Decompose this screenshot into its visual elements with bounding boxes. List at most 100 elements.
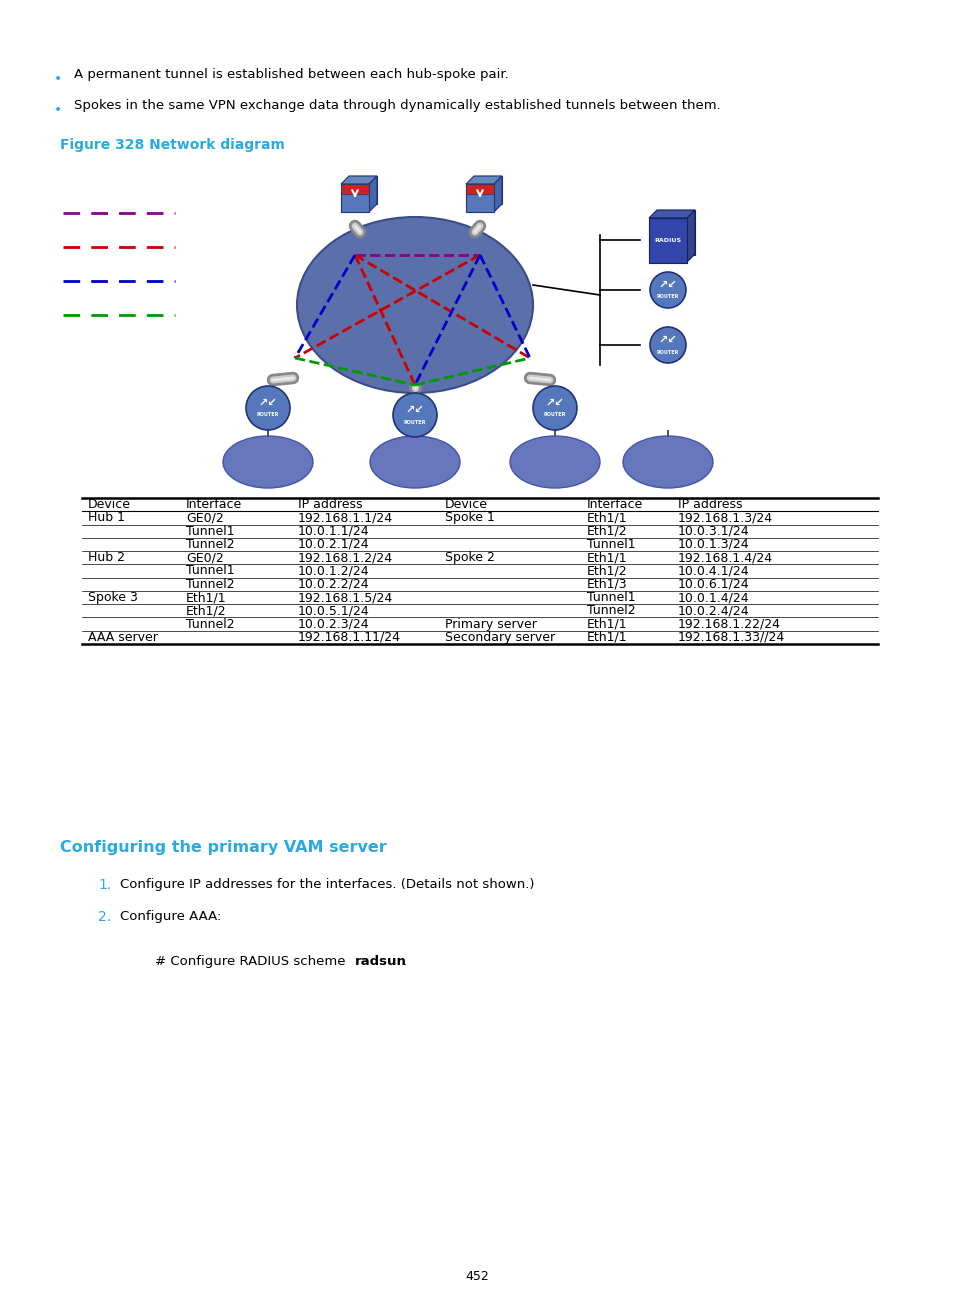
Text: RADIUS: RADIUS	[654, 237, 680, 242]
Text: Secondary server: Secondary server	[444, 631, 555, 644]
FancyBboxPatch shape	[340, 184, 369, 194]
Text: ROUTER: ROUTER	[656, 294, 679, 299]
Text: Tunnel1: Tunnel1	[186, 525, 234, 538]
Text: 192.168.1.2/24: 192.168.1.2/24	[297, 551, 393, 564]
Text: Eth1/1: Eth1/1	[586, 551, 627, 564]
Circle shape	[393, 393, 436, 437]
Text: ROUTER: ROUTER	[256, 412, 279, 417]
Text: IP address: IP address	[297, 498, 362, 511]
Text: Hub 2: Hub 2	[88, 551, 125, 564]
Text: Eth1/3: Eth1/3	[586, 578, 627, 591]
Text: Spokes in the same VPN exchange data through dynamically established tunnels bet: Spokes in the same VPN exchange data thr…	[74, 98, 720, 111]
Text: 10.0.1.1/24: 10.0.1.1/24	[297, 525, 369, 538]
Text: Interface: Interface	[186, 498, 242, 511]
FancyBboxPatch shape	[648, 218, 686, 263]
Text: Tunnel2: Tunnel2	[186, 618, 234, 631]
Text: 10.0.5.1/24: 10.0.5.1/24	[297, 604, 370, 617]
Text: Tunnel1: Tunnel1	[586, 538, 635, 551]
FancyBboxPatch shape	[349, 176, 376, 203]
Text: Device: Device	[88, 498, 131, 511]
Text: 1.: 1.	[98, 877, 112, 892]
Text: ROUTER: ROUTER	[403, 420, 426, 425]
Text: Configure IP addresses for the interfaces. (Details not shown.): Configure IP addresses for the interface…	[120, 877, 534, 892]
Text: Figure 328 Network diagram: Figure 328 Network diagram	[60, 137, 285, 152]
Ellipse shape	[296, 216, 533, 393]
Text: Eth1/2: Eth1/2	[586, 565, 627, 578]
Text: ↗↙: ↗↙	[658, 334, 677, 345]
Text: •: •	[53, 73, 62, 86]
Text: ROUTER: ROUTER	[543, 412, 565, 417]
Text: ↗↙: ↗↙	[545, 398, 564, 408]
Text: 192.168.1.33//24: 192.168.1.33//24	[678, 631, 784, 644]
Ellipse shape	[510, 435, 599, 489]
Text: AAA server: AAA server	[88, 631, 157, 644]
Text: Device: Device	[444, 498, 488, 511]
Text: 192.168.1.1/24: 192.168.1.1/24	[297, 512, 393, 525]
Polygon shape	[465, 176, 501, 184]
Text: 10.0.3.1/24: 10.0.3.1/24	[678, 525, 749, 538]
Text: 192.168.1.5/24: 192.168.1.5/24	[297, 591, 393, 604]
Text: 452: 452	[465, 1270, 488, 1283]
Text: Tunnel1: Tunnel1	[186, 565, 234, 578]
Text: GE0/2: GE0/2	[186, 551, 224, 564]
Text: Spoke 2: Spoke 2	[444, 551, 495, 564]
Text: 10.0.6.1/24: 10.0.6.1/24	[678, 578, 749, 591]
Text: IP address: IP address	[678, 498, 741, 511]
Text: Configure AAA:: Configure AAA:	[120, 910, 221, 923]
Circle shape	[649, 327, 685, 363]
Text: Spoke 3: Spoke 3	[88, 591, 138, 604]
Text: Hub 1: Hub 1	[88, 512, 125, 525]
Text: ↗↙: ↗↙	[405, 404, 424, 415]
Circle shape	[533, 386, 577, 430]
Text: 192.168.1.22/24: 192.168.1.22/24	[678, 618, 781, 631]
FancyBboxPatch shape	[657, 210, 695, 255]
Polygon shape	[340, 176, 376, 184]
Circle shape	[246, 386, 290, 430]
Text: radsun: radsun	[355, 955, 406, 968]
Text: Interface: Interface	[586, 498, 642, 511]
Text: ROUTER: ROUTER	[656, 350, 679, 355]
Text: Eth1/1: Eth1/1	[586, 631, 627, 644]
Text: 10.0.2.2/24: 10.0.2.2/24	[297, 578, 369, 591]
Text: Eth1/1: Eth1/1	[186, 591, 227, 604]
Text: Eth1/1: Eth1/1	[586, 618, 627, 631]
Text: Tunnel2: Tunnel2	[186, 578, 234, 591]
Text: Configuring the primary VAM server: Configuring the primary VAM server	[60, 840, 386, 855]
Text: Tunnel2: Tunnel2	[586, 604, 635, 617]
Text: 10.0.2.1/24: 10.0.2.1/24	[297, 538, 369, 551]
Text: Eth1/2: Eth1/2	[586, 525, 627, 538]
Polygon shape	[369, 176, 376, 213]
Text: ↗↙: ↗↙	[658, 280, 677, 290]
Circle shape	[649, 272, 685, 308]
Polygon shape	[494, 176, 501, 213]
Text: 10.0.1.3/24: 10.0.1.3/24	[678, 538, 749, 551]
Text: 10.0.2.3/24: 10.0.2.3/24	[297, 618, 369, 631]
Polygon shape	[686, 210, 695, 262]
Ellipse shape	[370, 435, 459, 489]
Text: Tunnel1: Tunnel1	[586, 591, 635, 604]
FancyBboxPatch shape	[465, 184, 494, 194]
FancyBboxPatch shape	[465, 184, 494, 213]
Text: Tunnel2: Tunnel2	[186, 538, 234, 551]
Text: 10.0.4.1/24: 10.0.4.1/24	[678, 565, 749, 578]
Text: 10.0.1.2/24: 10.0.1.2/24	[297, 565, 369, 578]
FancyBboxPatch shape	[340, 184, 369, 213]
Text: 10.0.2.4/24: 10.0.2.4/24	[678, 604, 749, 617]
Ellipse shape	[622, 435, 712, 489]
Text: A permanent tunnel is established between each hub-spoke pair.: A permanent tunnel is established betwee…	[74, 67, 508, 80]
Text: ↗↙: ↗↙	[258, 398, 277, 408]
Text: # Configure RADIUS scheme: # Configure RADIUS scheme	[154, 955, 350, 968]
Text: GE0/2: GE0/2	[186, 512, 224, 525]
Text: •: •	[53, 102, 62, 117]
Text: Spoke 1: Spoke 1	[444, 512, 495, 525]
Text: 192.168.1.11/24: 192.168.1.11/24	[297, 631, 400, 644]
Polygon shape	[648, 210, 695, 218]
Text: Primary server: Primary server	[444, 618, 537, 631]
FancyBboxPatch shape	[474, 176, 501, 203]
Text: .: .	[402, 955, 407, 968]
Text: 10.0.1.4/24: 10.0.1.4/24	[678, 591, 749, 604]
Text: 192.168.1.4/24: 192.168.1.4/24	[678, 551, 772, 564]
Text: 2.: 2.	[98, 910, 111, 924]
Ellipse shape	[223, 435, 313, 489]
Text: 192.168.1.3/24: 192.168.1.3/24	[678, 512, 772, 525]
